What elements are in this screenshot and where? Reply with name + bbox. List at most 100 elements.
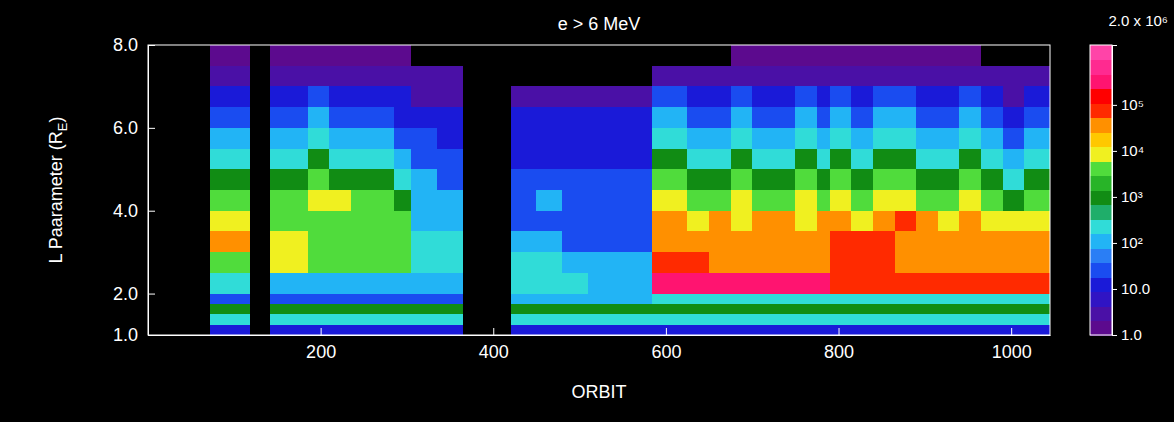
heatmap-cell — [394, 107, 411, 128]
colorbar-band — [1090, 132, 1112, 147]
heatmap-cell — [666, 169, 688, 190]
heatmap-cell — [652, 304, 666, 314]
heatmap-cell — [1024, 66, 1050, 87]
heatmap-cell — [1024, 252, 1050, 273]
heatmap-cell — [709, 66, 731, 87]
heatmap-cell — [1003, 86, 1025, 107]
heatmap-cell — [851, 294, 873, 304]
heatmap-cell — [588, 169, 614, 190]
tick-mark — [321, 328, 322, 335]
heatmap-cell — [394, 231, 411, 252]
heatmap-cell — [286, 325, 308, 335]
heatmap-cell — [981, 314, 1003, 324]
heatmap-cell — [270, 86, 286, 107]
tick: 10.0 — [1112, 280, 1150, 297]
heatmap-cell — [511, 252, 536, 273]
heatmap-cell — [895, 86, 917, 107]
heatmap-cell — [588, 294, 614, 304]
heatmap-cell — [830, 86, 852, 107]
heatmap-cell — [437, 252, 463, 273]
heatmap-cell — [851, 304, 873, 314]
heatmap-cell — [916, 66, 938, 87]
heatmap-cell — [588, 211, 614, 232]
tick: 1.0 — [113, 325, 155, 345]
heatmap-cell — [329, 66, 351, 87]
heatmap-cell — [286, 128, 308, 149]
heatmap-cell — [795, 294, 817, 304]
heatmap-cell — [372, 169, 394, 190]
heatmap-cell — [959, 86, 981, 107]
heatmap-cell — [687, 252, 709, 273]
heatmap-cell — [511, 149, 536, 170]
heatmap-cell — [437, 66, 463, 87]
heatmap-cell — [394, 294, 411, 304]
heatmap-cell — [873, 149, 895, 170]
heatmap-cell — [437, 231, 463, 252]
heatmap-cell — [351, 45, 373, 66]
heatmap-cell — [830, 190, 852, 211]
heatmap-cell — [895, 211, 917, 232]
heatmap-cell — [226, 149, 239, 170]
heatmap-cell — [239, 45, 250, 66]
heatmap-cell — [210, 149, 226, 170]
heatmap-cell — [372, 66, 394, 87]
heatmap-cell — [270, 252, 286, 273]
heatmap-cell — [636, 169, 652, 190]
heatmap-cell — [916, 304, 938, 314]
heatmap-cell — [588, 231, 614, 252]
heatmap-cell — [270, 294, 286, 304]
colorbar-band — [1090, 321, 1112, 336]
tick-label: 200 — [306, 342, 336, 362]
heatmap-cell — [959, 252, 981, 273]
heatmap-cell — [1003, 169, 1025, 190]
heatmap-cell — [329, 45, 351, 66]
heatmap-cell — [959, 294, 981, 304]
heatmap-cell — [511, 190, 536, 211]
heatmap-cell — [411, 252, 437, 273]
colorbar-band — [1090, 103, 1112, 118]
heatmap-cell — [752, 304, 774, 314]
tick-mark — [1112, 243, 1117, 244]
heatmap-cell — [210, 45, 226, 66]
heatmap-cell — [437, 149, 463, 170]
heatmap-cell — [774, 325, 796, 335]
heatmap-cell — [562, 314, 588, 324]
heatmap-cell — [562, 304, 588, 314]
tick-label: 10⁴ — [1121, 142, 1144, 159]
heatmap-cell — [731, 273, 753, 294]
heatmap-cell — [709, 252, 731, 273]
heatmap-cell — [709, 107, 731, 128]
heatmap-cell — [239, 149, 250, 170]
heatmap-cell — [731, 294, 753, 304]
tick: 10⁵ — [1112, 96, 1144, 113]
tick: 10³ — [1112, 188, 1143, 205]
heatmap-cell — [308, 86, 330, 107]
heatmap-cell — [959, 190, 981, 211]
heatmap-cell — [286, 231, 308, 252]
heatmap-cell — [817, 252, 830, 273]
heatmap-cell — [210, 190, 226, 211]
heatmap-cell — [817, 86, 830, 107]
heatmap-cell — [851, 45, 873, 66]
heatmap-cell — [270, 211, 286, 232]
tick-mark — [1112, 105, 1117, 106]
heatmap-cell — [636, 149, 652, 170]
heatmap-cell — [286, 45, 308, 66]
heatmap-cell — [774, 314, 796, 324]
heatmap-cell — [687, 107, 709, 128]
heatmap-cell — [666, 314, 688, 324]
heatmap-cell — [239, 231, 250, 252]
heatmap-cell — [687, 294, 709, 304]
heatmap-cell — [286, 304, 308, 314]
heatmap-cell — [394, 169, 411, 190]
heatmap-cell — [329, 252, 351, 273]
heatmap-cell — [614, 169, 636, 190]
heatmap-cell — [687, 304, 709, 314]
colorbar — [1090, 45, 1112, 336]
heatmap-cell — [239, 325, 250, 335]
heatmap-cell — [817, 45, 830, 66]
heatmap-cell — [895, 66, 917, 87]
heatmap-cell — [752, 252, 774, 273]
heatmap-cell — [437, 294, 463, 304]
heatmap-cell — [329, 149, 351, 170]
